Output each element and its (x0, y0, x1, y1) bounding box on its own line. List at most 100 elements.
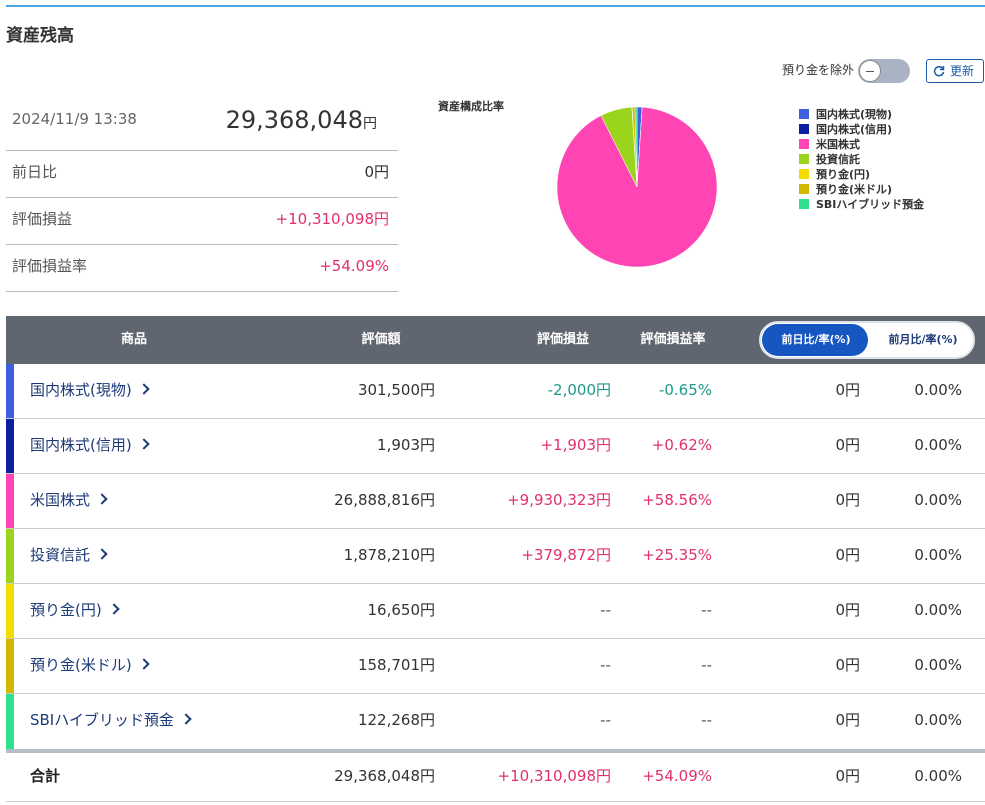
summary-value: 0円 (364, 163, 389, 181)
column-header: 商品 (120, 332, 147, 347)
legend-swatch (799, 184, 809, 194)
cell-value: +10,310,098円 (497, 767, 611, 785)
product-name: 預り金(円) (30, 603, 118, 618)
cell-value: -- (600, 656, 611, 674)
timestamp: 2024/11/9 13:38 (12, 110, 137, 128)
product-name: 投資信託 (30, 548, 106, 563)
legend-label: 国内株式(現物) (816, 107, 892, 121)
column-header: 評価損益 (536, 332, 589, 347)
legend-label: 預り金(円) (816, 167, 870, 181)
row-color-bar (6, 419, 14, 474)
cell-value: +9,930,323円 (507, 491, 611, 509)
cell-value: -- (701, 711, 712, 729)
row-color-bar (6, 639, 14, 694)
cell-value: 301,500円 (357, 381, 435, 399)
toggle-label: 預り金を除外 (782, 63, 855, 77)
legend-swatch (799, 124, 809, 134)
total-divider (6, 749, 985, 753)
period-tab: 前日比/率(%) (781, 333, 851, 346)
cell-value: 0.00% (914, 656, 962, 674)
toggle-knob (859, 60, 881, 82)
cell-value: 29,368,048円 (334, 767, 435, 785)
cell-value: +0.62% (651, 436, 712, 454)
top-rule (6, 5, 985, 7)
cell-value: +1,903円 (540, 436, 611, 454)
refresh-label: 更新 (950, 64, 975, 78)
pie-slice (556, 106, 718, 268)
summary-value: +54.09% (319, 257, 389, 275)
cell-value: -- (701, 656, 712, 674)
legend-label: SBIハイブリッド預金 (816, 197, 925, 211)
row-divider (6, 473, 985, 474)
row-color-bar (6, 474, 14, 529)
cell-value: 0.00% (914, 491, 962, 509)
column-header: 評価損益率 (640, 332, 706, 347)
cell-value: 0.00% (914, 546, 962, 564)
refresh-button[interactable]: 更新 (926, 59, 984, 83)
total-amount: 29,368,048円 (226, 108, 377, 132)
summary-rule (6, 197, 398, 198)
cell-value: 0円 (835, 767, 860, 785)
cell-value: 1,878,210円 (343, 546, 435, 564)
row-color-bar (6, 364, 14, 419)
summary-label: 評価損益 (12, 210, 73, 228)
cell-value: 0円 (835, 491, 860, 509)
product-name: 国内株式(現物) (30, 383, 148, 398)
toggle-switch[interactable] (858, 59, 910, 83)
row-divider (6, 418, 985, 419)
cell-value: 1,903円 (377, 436, 435, 454)
legend-swatch (799, 109, 809, 119)
legend-swatch (799, 169, 809, 179)
cell-value: -0.65% (658, 381, 712, 399)
legend-label: 米国株式 (815, 137, 860, 151)
cell-value: 0円 (835, 381, 860, 399)
summary-rule (6, 150, 398, 151)
cell-value: -2,000円 (547, 381, 611, 399)
cell-value: 0.00% (914, 767, 962, 785)
cell-value: 0.00% (914, 711, 962, 729)
row-divider (6, 528, 985, 529)
cell-value: 0円 (835, 601, 860, 619)
period-tab-active (762, 324, 868, 356)
total-unit: 円 (363, 116, 377, 132)
cell-value: +25.35% (642, 546, 712, 564)
row-color-bar (6, 529, 14, 584)
cell-value: 26,888,816円 (334, 491, 435, 509)
product-name: 米国株式 (30, 493, 106, 508)
summary-rule (6, 291, 398, 292)
pie-chart: 資産構成比率 国内株式(現物)国内株式(信用)米国株式投資信託預り金(円)預り金… (438, 99, 925, 268)
cell-value: -- (701, 601, 712, 619)
cell-value: 158,701円 (357, 656, 435, 674)
cell-value: 0.00% (914, 436, 962, 454)
period-tab: 前月比/率(%) (888, 333, 958, 346)
toggle-icon (866, 71, 874, 72)
pie-slice (634, 106, 638, 188)
legend-label: 投資信託 (816, 152, 860, 166)
cell-value: -- (600, 711, 611, 729)
summary-label: 前日比 (12, 163, 58, 181)
legend-swatch (799, 199, 809, 209)
column-header: 評価額 (361, 332, 401, 347)
cell-value: +379,872円 (521, 546, 611, 564)
cell-value: 0円 (835, 436, 860, 454)
chart-title: 資産構成比率 (438, 99, 504, 113)
total-value: 29,368,048 (225, 106, 363, 134)
cell-value: 0.00% (914, 601, 962, 619)
row-color-bar (6, 694, 14, 749)
cell-value: 0.00% (914, 381, 962, 399)
product-name: 預り金(米ドル) (30, 658, 148, 673)
legend-label: 預り金(米ドル) (816, 182, 892, 196)
row-divider (6, 583, 985, 584)
total-label: 合計 (30, 767, 61, 785)
bottom-rule (6, 801, 985, 802)
cell-value: +58.56% (642, 491, 712, 509)
summary-label: 評価損益率 (12, 257, 88, 275)
row-divider (6, 693, 985, 694)
cell-value: -- (600, 601, 611, 619)
product-name: SBIハイブリッド預金 (30, 713, 190, 728)
cell-value: 16,650円 (367, 601, 436, 619)
row-color-bar (6, 584, 14, 639)
summary-rule (6, 244, 398, 245)
legend-label: 国内株式(信用) (816, 122, 892, 136)
